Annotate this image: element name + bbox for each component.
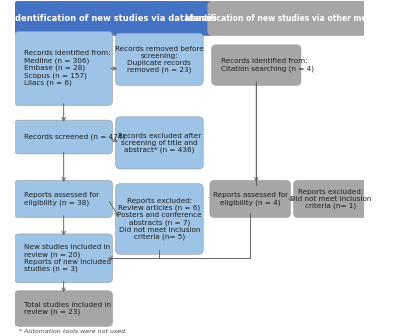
Text: Records identified from:
Citation searching (n = 4): Records identified from: Citation search… bbox=[221, 58, 314, 72]
FancyBboxPatch shape bbox=[14, 120, 112, 154]
FancyBboxPatch shape bbox=[14, 1, 214, 36]
Text: New studies included in
review (n = 20)
Reports of new included
studies (n = 3): New studies included in review (n = 20) … bbox=[24, 244, 111, 272]
FancyBboxPatch shape bbox=[14, 180, 112, 217]
FancyBboxPatch shape bbox=[116, 184, 203, 254]
Text: Reports excluded:
Did not meet inclusion
criteria (n= 1): Reports excluded: Did not meet inclusion… bbox=[290, 189, 371, 209]
Text: Identification of new studies via other methods: Identification of new studies via other … bbox=[185, 14, 391, 23]
FancyBboxPatch shape bbox=[116, 117, 203, 169]
Text: Records excluded after
screening of title and
abstract* (n = 436): Records excluded after screening of titl… bbox=[118, 133, 201, 153]
Text: * Automation tools were not used.: * Automation tools were not used. bbox=[19, 329, 127, 334]
Text: Reports assessed for
eligibility (n = 4): Reports assessed for eligibility (n = 4) bbox=[212, 192, 288, 206]
FancyBboxPatch shape bbox=[14, 32, 112, 106]
FancyBboxPatch shape bbox=[210, 180, 290, 217]
FancyBboxPatch shape bbox=[208, 1, 368, 36]
FancyBboxPatch shape bbox=[212, 45, 301, 85]
Text: Reports excluded:
Review articles (n = 6)
Posters and conference
abstracts (n = : Reports excluded: Review articles (n = 6… bbox=[117, 198, 202, 240]
Text: Reports assessed for
eligibility (n = 38): Reports assessed for eligibility (n = 38… bbox=[24, 192, 99, 206]
Text: Records identified from:
Medline (n = 306)
Embase (n = 28)
Scopus (n = 157)
Lila: Records identified from: Medline (n = 30… bbox=[24, 50, 111, 86]
FancyBboxPatch shape bbox=[116, 33, 203, 85]
FancyBboxPatch shape bbox=[14, 234, 112, 283]
Text: Records screened (n = 474): Records screened (n = 474) bbox=[24, 134, 125, 140]
Text: Identification of new studies via databases: Identification of new studies via databa… bbox=[12, 14, 216, 23]
FancyBboxPatch shape bbox=[14, 291, 112, 326]
Text: Total studies included in
review (n = 23): Total studies included in review (n = 23… bbox=[24, 302, 111, 315]
FancyBboxPatch shape bbox=[294, 180, 367, 217]
Text: Records removed before
screening:
Duplicate records
removed (n = 23): Records removed before screening: Duplic… bbox=[115, 45, 204, 73]
